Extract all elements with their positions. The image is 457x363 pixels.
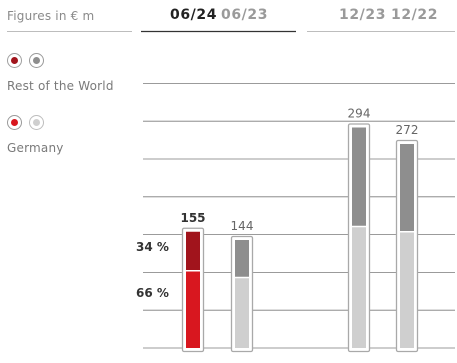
- value-label-12/22: 272: [396, 123, 419, 137]
- legend-germany-label: Germany: [7, 141, 64, 155]
- legend-rest-current-marker: [7, 53, 22, 68]
- column-header-12-23: 12/23: [339, 7, 387, 23]
- value-label-06/23: 144: [231, 219, 254, 233]
- percent-label-rest: 34 %: [136, 240, 169, 254]
- value-label-12/23: 294: [348, 107, 371, 121]
- bar-germany-12/23: [352, 227, 366, 348]
- value-label-06/24: 155: [180, 211, 205, 225]
- bar-germany-12/22: [400, 232, 414, 348]
- legend-rest-of-world-label: Rest of the World: [7, 79, 114, 93]
- column-header-12-22: 12/22: [391, 7, 439, 23]
- value-labels: 155 144 294 272: [180, 107, 418, 234]
- units-label: Figures in € m: [7, 9, 95, 23]
- column-header-06-23: 06/23: [221, 7, 269, 23]
- bar-germany-06/24: [186, 271, 200, 348]
- legend-germany-prior-marker: [29, 115, 44, 130]
- column-header-06-24: 06/24: [170, 7, 218, 23]
- bar-rest-06/23: [235, 240, 249, 277]
- bars: [181, 123, 419, 353]
- bar-rest-06/24: [186, 231, 200, 270]
- legend-germany-current-marker: [7, 115, 22, 130]
- bar-rest-12/23: [352, 127, 366, 226]
- bar-rest-12/22: [400, 144, 414, 231]
- legend-rest-prior-marker: [29, 53, 44, 68]
- percent-label-germany: 66 %: [136, 286, 169, 300]
- bar-germany-06/23: [235, 278, 249, 348]
